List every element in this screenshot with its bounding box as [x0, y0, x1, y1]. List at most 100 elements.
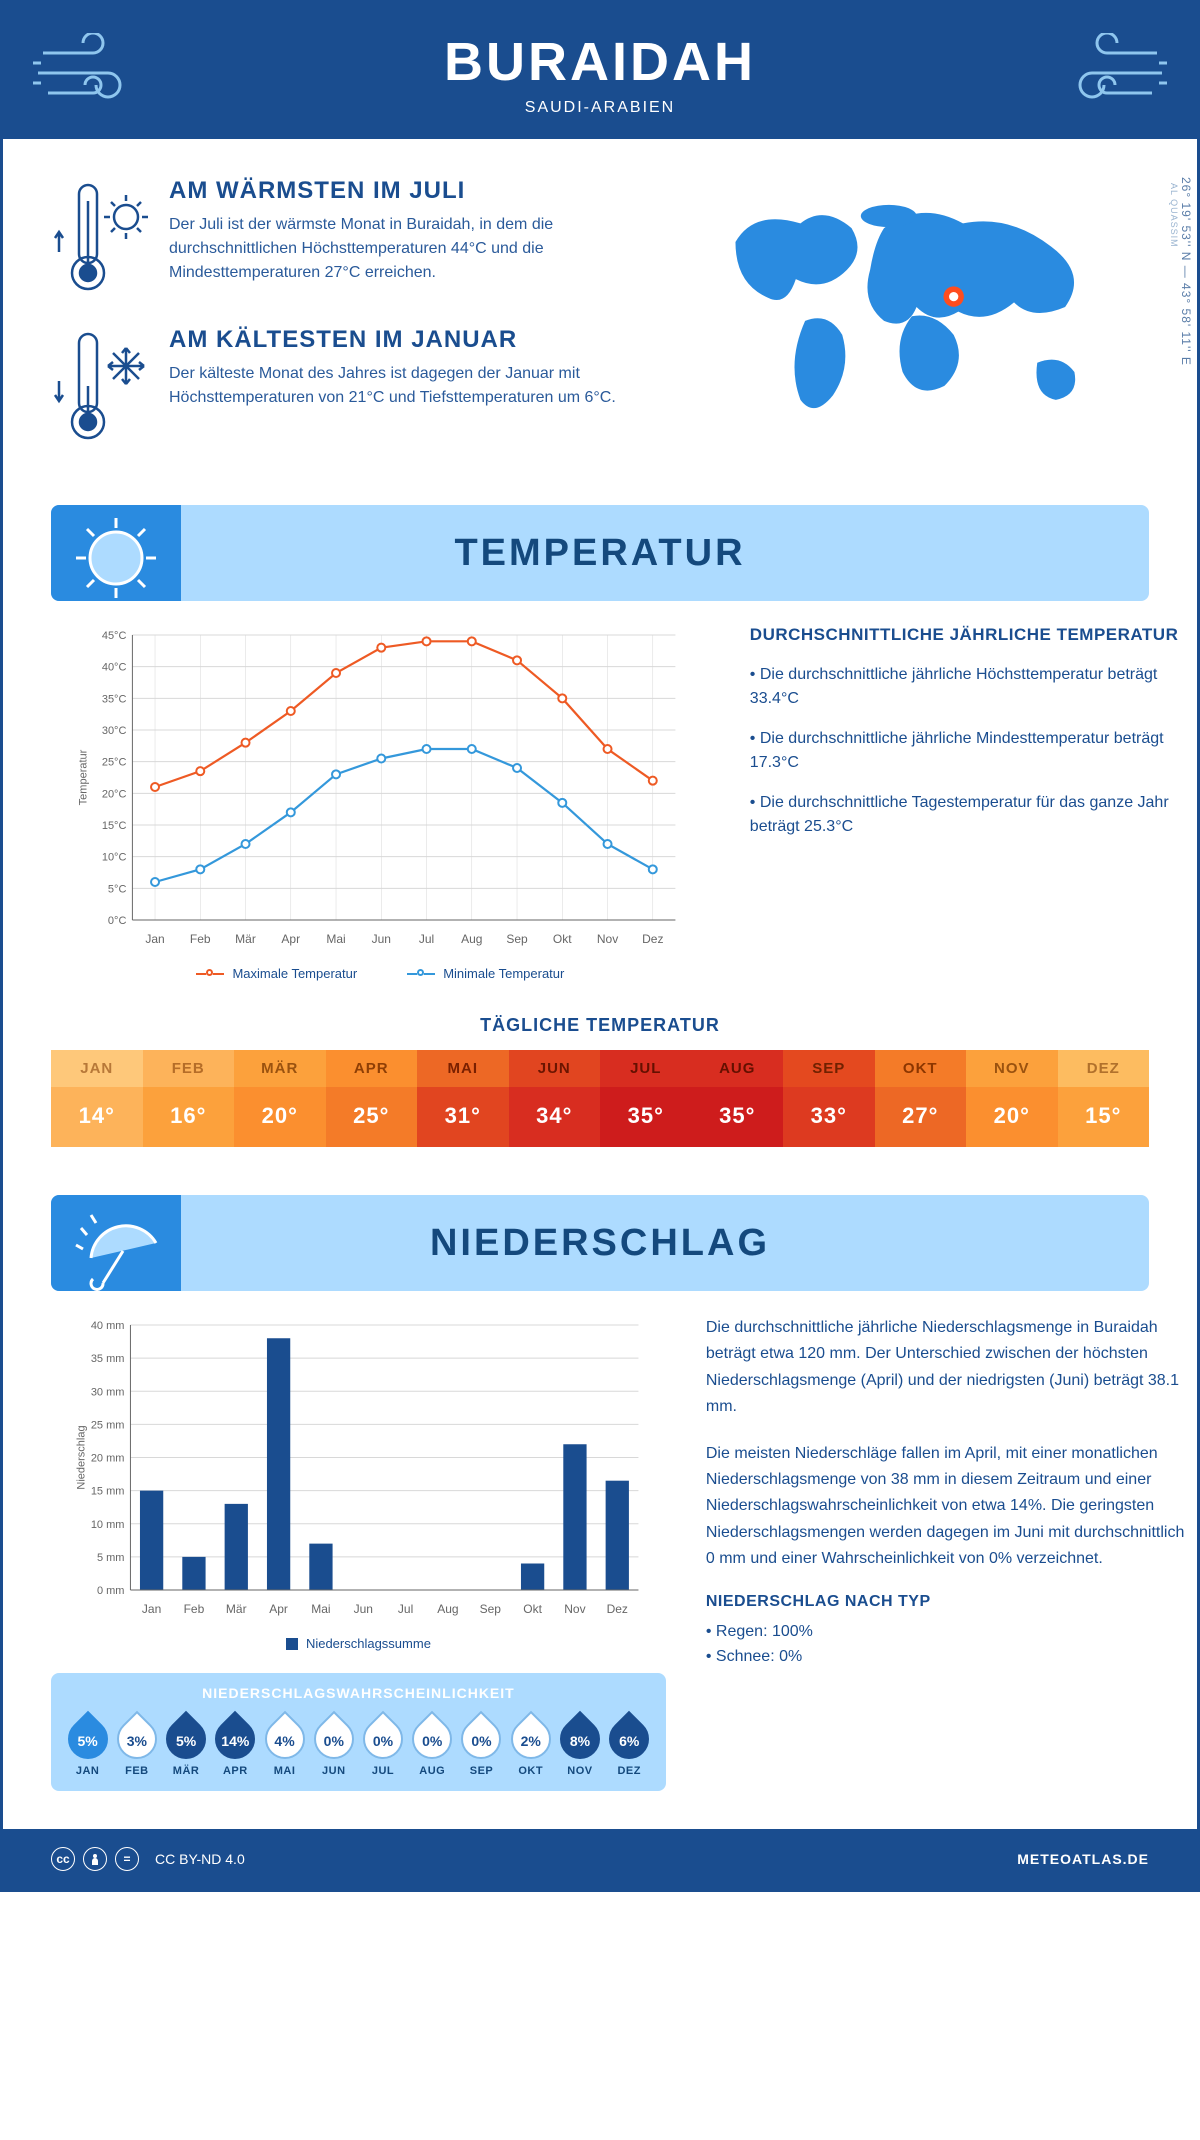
temp-table-cell: MÄR 20°: [234, 1050, 326, 1147]
svg-text:Jul: Jul: [419, 932, 434, 946]
precip-prob-drop: 0% SEP: [457, 1711, 506, 1777]
svg-text:Jun: Jun: [354, 1602, 373, 1616]
svg-text:Jan: Jan: [142, 1602, 161, 1616]
svg-text:5 mm: 5 mm: [97, 1552, 125, 1564]
temp-text-bullets: Die durchschnittliche jährliche Höchstte…: [750, 663, 1189, 839]
precip-prob-heading: NIEDERSCHLAGSWAHRSCHEINLICHKEIT: [63, 1685, 654, 1701]
svg-text:20°C: 20°C: [102, 788, 127, 800]
temp-table-cell: JAN 14°: [51, 1050, 143, 1147]
precip-chart-legend: Niederschlagssumme: [51, 1636, 666, 1651]
svg-text:20 mm: 20 mm: [91, 1453, 125, 1465]
svg-text:Mär: Mär: [226, 1602, 247, 1616]
temperature-line-chart: 0°C5°C10°C15°C20°C25°C30°C35°C40°C45°CJa…: [51, 625, 710, 955]
precip-text-p2: Die meisten Niederschläge fallen im Apri…: [706, 1441, 1189, 1573]
svg-text:Jan: Jan: [145, 932, 164, 946]
precip-type-heading: NIEDERSCHLAG NACH TYP: [706, 1593, 1189, 1611]
precip-text-p1: Die durchschnittliche jährliche Niedersc…: [706, 1315, 1189, 1421]
svg-text:0°C: 0°C: [108, 915, 127, 927]
svg-text:Jun: Jun: [372, 932, 391, 946]
umbrella-icon: [71, 1203, 161, 1291]
world-map: 26° 19' 53'' N — 43° 58' 11'' E AL QUASS…: [664, 177, 1169, 475]
svg-text:Dez: Dez: [642, 932, 663, 946]
page-title: BURAIDAH: [3, 31, 1197, 93]
svg-text:Sep: Sep: [506, 932, 528, 946]
precip-probability-box: NIEDERSCHLAGSWAHRSCHEINLICHKEIT 5% JAN 3…: [51, 1673, 666, 1791]
svg-text:Apr: Apr: [269, 1602, 288, 1616]
svg-text:25°C: 25°C: [102, 757, 127, 769]
svg-text:Apr: Apr: [281, 932, 300, 946]
svg-text:0 mm: 0 mm: [97, 1585, 125, 1597]
page-footer: cc = CC BY-ND 4.0 METEOATLAS.DE: [3, 1829, 1197, 1889]
fact-warmest: AM WÄRMSTEN IM JULI Der Juli ist der wär…: [51, 177, 644, 302]
cc-nd-icon: =: [115, 1847, 139, 1871]
temp-table-cell: JUL 35°: [600, 1050, 692, 1147]
svg-text:35 mm: 35 mm: [91, 1353, 125, 1365]
section-banner-precip: NIEDERSCHLAG: [51, 1195, 1149, 1291]
precip-prob-drop: 0% AUG: [408, 1711, 457, 1777]
temp-table-cell: SEP 33°: [783, 1050, 875, 1147]
svg-text:Niederschlag: Niederschlag: [75, 1425, 87, 1489]
precip-type-bullets: • Regen: 100%• Schnee: 0%: [706, 1619, 1189, 1670]
footer-license: CC BY-ND 4.0: [155, 1851, 245, 1867]
temp-table-cell: APR 25°: [326, 1050, 418, 1147]
thermometer-hot-icon: [51, 177, 151, 297]
precip-prob-drop: 6% DEZ: [605, 1711, 654, 1777]
section-banner-temperature: TEMPERATUR: [51, 505, 1149, 601]
wind-icon: [1047, 33, 1167, 113]
daily-temperature-table: JAN 14° FEB 16° MÄR 20° APR 25° MAI 31° …: [51, 1050, 1149, 1147]
wind-icon: [33, 33, 153, 113]
precip-prob-drop: 5% JAN: [63, 1711, 112, 1777]
svg-text:Feb: Feb: [190, 932, 211, 946]
svg-text:Nov: Nov: [597, 932, 618, 946]
svg-text:Temperatur: Temperatur: [77, 749, 89, 805]
svg-text:Mai: Mai: [326, 932, 345, 946]
temp-text-heading: DURCHSCHNITTLICHE JÄHRLICHE TEMPERATUR: [750, 625, 1189, 645]
thermometer-cold-icon: [51, 326, 151, 446]
svg-text:Aug: Aug: [437, 1602, 458, 1616]
svg-text:15 mm: 15 mm: [91, 1486, 125, 1498]
precip-prob-drop: 8% NOV: [555, 1711, 604, 1777]
daily-temp-heading: TÄGLICHE TEMPERATUR: [51, 1015, 1149, 1036]
legend-min-label: Minimale Temperatur: [443, 966, 564, 981]
temp-table-cell: FEB 16°: [143, 1050, 235, 1147]
precip-prob-drop: 14% APR: [211, 1711, 260, 1777]
svg-text:30°C: 30°C: [102, 725, 127, 737]
page-header: BURAIDAH SAUDI-ARABIEN: [3, 3, 1197, 139]
fact-coldest-title: AM KÄLTESTEN IM JANUAR: [169, 326, 644, 354]
svg-text:Dez: Dez: [607, 1602, 628, 1616]
temp-table-cell: MAI 31°: [417, 1050, 509, 1147]
section-title-precip: NIEDERSCHLAG: [430, 1222, 770, 1265]
svg-text:30 mm: 30 mm: [91, 1386, 125, 1398]
footer-site: METEOATLAS.DE: [1017, 1851, 1149, 1867]
temp-table-cell: JUN 34°: [509, 1050, 601, 1147]
svg-text:Okt: Okt: [553, 932, 572, 946]
cc-icon: cc: [51, 1847, 75, 1871]
svg-text:Mär: Mär: [235, 932, 256, 946]
svg-text:35°C: 35°C: [102, 693, 127, 705]
precip-prob-drop: 2% OKT: [506, 1711, 555, 1777]
precip-prob-drop: 0% JUN: [309, 1711, 358, 1777]
svg-text:10 mm: 10 mm: [91, 1519, 125, 1531]
svg-text:Sep: Sep: [480, 1602, 502, 1616]
fact-warmest-title: AM WÄRMSTEN IM JULI: [169, 177, 644, 205]
svg-text:5°C: 5°C: [108, 883, 127, 895]
temp-table-cell: DEZ 15°: [1058, 1050, 1150, 1147]
legend-max-label: Maximale Temperatur: [232, 966, 357, 981]
page-subtitle: SAUDI-ARABIEN: [3, 99, 1197, 117]
precip-prob-drop: 4% MAI: [260, 1711, 309, 1777]
world-map-icon: [664, 177, 1169, 437]
svg-text:Mai: Mai: [311, 1602, 330, 1616]
precip-prob-drop: 3% FEB: [112, 1711, 161, 1777]
legend-precip-label: Niederschlagssumme: [306, 1636, 431, 1651]
section-title-temperature: TEMPERATUR: [454, 532, 745, 575]
svg-text:40 mm: 40 mm: [91, 1320, 125, 1332]
map-marker-icon: [943, 286, 963, 306]
map-region: AL QUASSIM: [1169, 183, 1179, 366]
svg-text:10°C: 10°C: [102, 852, 127, 864]
svg-text:Aug: Aug: [461, 932, 482, 946]
fact-warmest-text: Der Juli ist der wärmste Monat in Buraid…: [169, 213, 644, 285]
cc-by-icon: [83, 1847, 107, 1871]
svg-text:40°C: 40°C: [102, 662, 127, 674]
svg-text:Okt: Okt: [523, 1602, 542, 1616]
svg-text:45°C: 45°C: [102, 630, 127, 642]
